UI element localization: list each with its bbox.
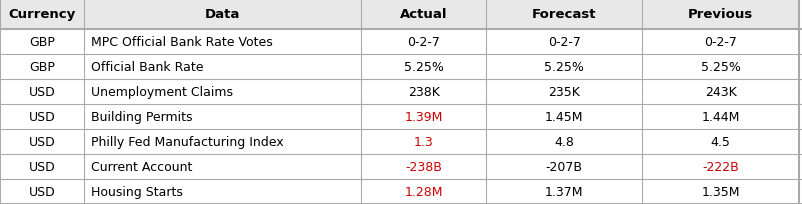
Text: 0-2-7: 0-2-7 <box>547 35 580 49</box>
Text: -238B: -238B <box>405 160 441 173</box>
Text: Official Bank Rate: Official Bank Rate <box>91 61 203 73</box>
Text: 243K: 243K <box>704 85 735 98</box>
Text: Building Permits: Building Permits <box>91 110 192 123</box>
Bar <box>485 0 642 30</box>
Text: 4.8: 4.8 <box>553 135 573 148</box>
Text: USD: USD <box>29 160 55 173</box>
Text: USD: USD <box>29 110 55 123</box>
Text: Current Account: Current Account <box>91 160 192 173</box>
Text: 1.45M: 1.45M <box>545 110 582 123</box>
Bar <box>0 104 802 129</box>
Text: Currency: Currency <box>9 8 75 21</box>
Text: 235K: 235K <box>548 85 579 98</box>
Text: 238K: 238K <box>407 85 439 98</box>
Text: 1.39M: 1.39M <box>404 110 442 123</box>
Text: 4.5: 4.5 <box>710 135 730 148</box>
Text: Forecast: Forecast <box>531 8 596 21</box>
Bar <box>0 179 802 204</box>
Text: 1.3: 1.3 <box>413 135 433 148</box>
Bar <box>361 0 485 30</box>
Bar <box>0 54 802 79</box>
Text: Previous: Previous <box>687 8 752 21</box>
Text: Housing Starts: Housing Starts <box>91 185 182 198</box>
Text: 1.35M: 1.35M <box>701 185 739 198</box>
Text: USD: USD <box>29 135 55 148</box>
Text: Unemployment Claims: Unemployment Claims <box>91 85 233 98</box>
Text: USD: USD <box>29 185 55 198</box>
Bar <box>0 154 802 179</box>
Bar <box>0 0 84 30</box>
Bar <box>0 79 802 104</box>
Text: -207B: -207B <box>545 160 582 173</box>
Text: Data: Data <box>205 8 241 21</box>
Text: Philly Fed Manufacturing Index: Philly Fed Manufacturing Index <box>91 135 283 148</box>
Text: 1.28M: 1.28M <box>404 185 442 198</box>
Text: 1.37M: 1.37M <box>545 185 582 198</box>
Text: 1.44M: 1.44M <box>701 110 739 123</box>
Text: GBP: GBP <box>29 61 55 73</box>
Text: 5.25%: 5.25% <box>403 61 443 73</box>
Bar <box>642 0 798 30</box>
Bar <box>0 30 802 54</box>
Text: 5.25%: 5.25% <box>544 61 583 73</box>
Text: 5.25%: 5.25% <box>700 61 739 73</box>
Text: 0-2-7: 0-2-7 <box>703 35 736 49</box>
Text: Actual: Actual <box>399 8 447 21</box>
Text: -222B: -222B <box>702 160 738 173</box>
Text: USD: USD <box>29 85 55 98</box>
Text: GBP: GBP <box>29 35 55 49</box>
Bar <box>84 0 361 30</box>
Bar <box>0 129 802 154</box>
Text: MPC Official Bank Rate Votes: MPC Official Bank Rate Votes <box>91 35 272 49</box>
Text: 0-2-7: 0-2-7 <box>407 35 439 49</box>
